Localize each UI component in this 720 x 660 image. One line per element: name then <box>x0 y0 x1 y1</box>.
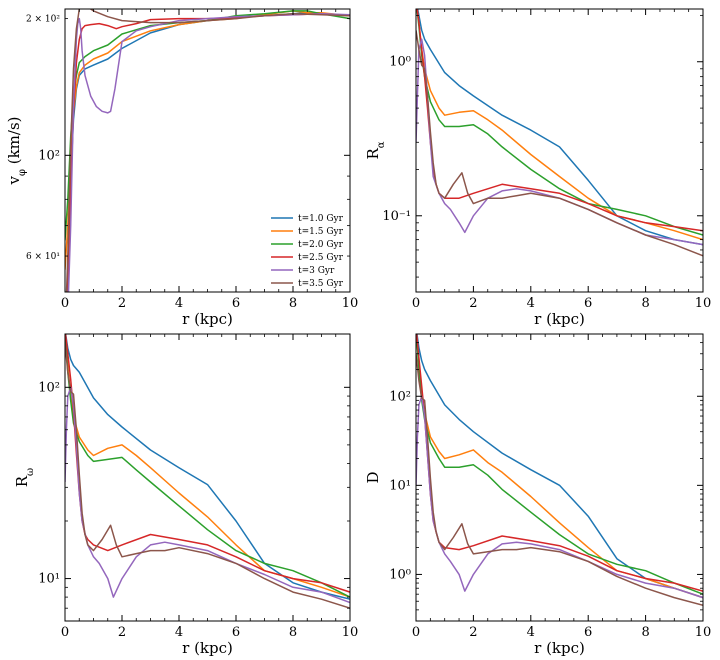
vphi-series-lines <box>65 9 350 292</box>
dyn-x-tick-label: 0 <box>412 625 420 640</box>
legend-label: t=1.5 Gyr <box>298 227 344 237</box>
vphi-x-tick-label: 8 <box>289 296 297 311</box>
ralpha-series-line-4 <box>416 38 703 246</box>
vphi-y-tick-label: 10² <box>38 148 60 163</box>
ralpha-series-line-1 <box>416 9 703 241</box>
vphi-series-line-4 <box>67 13 350 292</box>
ralpha-x-tick-label: 10 <box>695 296 712 311</box>
legend-label: t=3 Gyr <box>298 266 335 276</box>
dyn-x-axis-label: r (kpc) <box>534 639 585 657</box>
dyn-x-tick-label: 4 <box>527 625 535 640</box>
ralpha-y-tick-label: 10⁻¹ <box>382 209 411 224</box>
dyn-series-line-2 <box>416 334 703 595</box>
ralpha-series-lines <box>416 9 703 257</box>
ralpha-series-line-2 <box>416 9 703 236</box>
vphi-ticks: 0 2 4 6 8 10 2 × 10² 10² 6 × 10¹ <box>26 9 358 311</box>
romega-series-line-0 <box>65 334 350 600</box>
dyn-series-line-5 <box>416 353 703 607</box>
legend-label: t=1.0 Gyr <box>298 214 344 224</box>
vphi-x-tick-label: 4 <box>175 296 183 311</box>
vphi-y-tick-label: 2 × 10² <box>26 15 60 25</box>
romega-series-lines <box>65 334 350 609</box>
dyn-series-lines <box>416 334 703 607</box>
romega-x-tick-label: 4 <box>175 625 183 640</box>
dyn-x-tick-label: 2 <box>469 625 477 640</box>
legend-label: t=2.0 Gyr <box>298 240 344 250</box>
legend: t=1.0 Gyr t=1.5 Gyr t=2.0 Gyr t=2.5 Gyr t=3 … <box>271 214 344 289</box>
ralpha-series-line-3 <box>416 9 703 232</box>
ralpha-x-tick-label: 2 <box>469 296 477 311</box>
romega-y-tick-label: 10² <box>38 380 60 395</box>
romega-x-tick-label: 8 <box>289 625 297 640</box>
romega-series-line-1 <box>65 334 350 598</box>
romega-y-axis-label: Rω <box>13 468 36 487</box>
romega-x-tick-label: 10 <box>342 625 359 640</box>
romega-series-line-3 <box>65 334 350 593</box>
dyn-y-tick-label: 10¹ <box>389 478 411 493</box>
ralpha-series-line-0 <box>416 9 703 246</box>
vphi-x-tick-label: 10 <box>342 296 359 311</box>
dyn-series-line-4 <box>416 395 703 599</box>
romega-series-line-4 <box>65 386 350 604</box>
ralpha-x-axis-label: r (kpc) <box>534 310 585 328</box>
ralpha-axes-frame <box>415 8 704 293</box>
romega-x-tick-label: 0 <box>61 625 69 640</box>
romega-x-axis-label: r (kpc) <box>182 639 233 657</box>
dyn-series-line-0 <box>416 334 703 599</box>
romega-ticks: 0 2 4 6 8 10 10² 10¹ <box>38 334 358 640</box>
romega-x-tick-label: 6 <box>232 625 240 640</box>
ralpha-y-axis-label: Rα <box>364 141 387 159</box>
dyn-y-tick-label: 10⁰ <box>389 567 411 582</box>
panel-dynamo: 0 2 4 6 8 10 10² 10¹ 10⁰ r (kpc) D <box>364 333 712 657</box>
ralpha-x-tick-label: 4 <box>527 296 535 311</box>
ralpha-series-line-5 <box>416 30 703 257</box>
vphi-y-axis-label: vφ (km/s) <box>5 116 28 185</box>
dyn-series-line-1 <box>416 334 703 599</box>
ralpha-y-tick-label: 10⁰ <box>389 55 411 70</box>
vphi-x-tick-label: 6 <box>232 296 240 311</box>
dyn-x-tick-label: 6 <box>584 625 592 640</box>
panel-romega: 0 2 4 6 8 10 10² 10¹ r (kpc) Rω <box>13 333 358 657</box>
vphi-x-tick-label: 2 <box>118 296 126 311</box>
dyn-x-tick-label: 8 <box>641 625 649 640</box>
romega-x-tick-label: 2 <box>118 625 126 640</box>
panel-ralpha: 0 2 4 6 8 10 10⁰ 10⁻¹ r (kpc) Rα <box>364 8 711 328</box>
dyn-ticks: 0 2 4 6 8 10 10² 10¹ 10⁰ <box>389 333 712 640</box>
vphi-series-line-5 <box>65 9 350 292</box>
legend-label: t=2.5 Gyr <box>298 253 344 263</box>
ralpha-x-tick-label: 6 <box>584 296 592 311</box>
romega-y-tick-label: 10¹ <box>38 572 60 587</box>
dyn-y-axis-label: D <box>364 471 382 483</box>
vphi-y-tick-label: 6 × 10¹ <box>26 252 60 262</box>
vphi-series-line-2 <box>65 10 350 241</box>
vphi-x-axis-label: r (kpc) <box>182 310 233 328</box>
ralpha-x-tick-label: 0 <box>412 296 420 311</box>
panel-vphi: 0 2 4 6 8 10 2 × 10² 10² 6 × 10¹ r (kpc) vφ (km/… <box>5 8 358 328</box>
dyn-x-tick-label: 10 <box>695 625 712 640</box>
vphi-x-tick-label: 0 <box>61 296 69 311</box>
dyn-axes-frame <box>415 333 704 622</box>
ralpha-x-tick-label: 8 <box>641 296 649 311</box>
ralpha-ticks: 0 2 4 6 8 10 10⁰ 10⁻¹ <box>382 9 711 311</box>
romega-series-line-5 <box>65 343 350 609</box>
legend-label: t=3.5 Gyr <box>298 279 344 289</box>
dyn-y-tick-label: 10² <box>389 389 411 404</box>
romega-series-line-2 <box>65 334 350 598</box>
